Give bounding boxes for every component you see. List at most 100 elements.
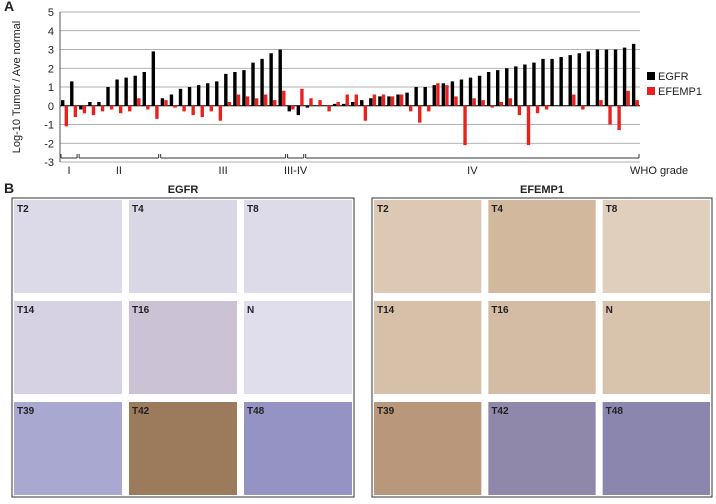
bar: [160, 98, 165, 106]
bar: [327, 105, 331, 112]
micrograph: [244, 402, 352, 495]
bar: [300, 88, 304, 106]
tile-label: T14: [17, 305, 35, 316]
micrograph: [14, 200, 122, 293]
bar: [541, 58, 545, 106]
micrograph: [129, 402, 237, 495]
bar: [251, 62, 255, 106]
bar: [151, 51, 156, 106]
bar: [79, 105, 83, 110]
bar: [227, 102, 232, 106]
panel-label: A: [4, 0, 14, 14]
bar: [486, 72, 491, 106]
bar: [273, 100, 277, 106]
bar: [88, 102, 92, 106]
bar: [70, 81, 74, 106]
bar: [196, 85, 201, 106]
bar: [604, 49, 609, 106]
micrograph: [14, 402, 122, 495]
bar: [97, 102, 101, 106]
y-tick-label: 1: [48, 82, 54, 94]
bar: [169, 94, 174, 106]
bar: [635, 100, 639, 106]
bar: [309, 98, 313, 106]
bar: [354, 94, 358, 106]
micrograph: [374, 301, 482, 394]
bar: [414, 87, 418, 106]
bar: [61, 100, 65, 106]
bar: [155, 105, 159, 119]
bar: [106, 87, 110, 106]
bar: [441, 83, 446, 106]
bar: [236, 94, 241, 106]
tile-label: N: [606, 305, 613, 316]
bar: [215, 81, 219, 106]
legend-label: EGFR: [658, 71, 689, 83]
panel-title: EGFR: [168, 184, 199, 196]
bar: [209, 105, 213, 112]
bar: [109, 105, 114, 110]
micrograph: [374, 402, 482, 495]
bar: [100, 105, 105, 112]
bar: [128, 105, 132, 112]
bar: [499, 102, 503, 106]
bar: [517, 105, 522, 116]
bar: [233, 72, 237, 106]
bar: [173, 105, 177, 108]
bar: [526, 105, 531, 146]
tile-label: T48: [247, 406, 265, 417]
bar: [332, 103, 337, 106]
bar: [260, 58, 264, 106]
micrograph: [488, 301, 596, 394]
bar: [463, 105, 467, 146]
bar: [351, 102, 355, 106]
group-label: I: [68, 165, 71, 177]
bar: [468, 77, 473, 106]
tile-label: T4: [132, 204, 144, 215]
panel-label: B: [4, 180, 14, 196]
bar: [481, 100, 485, 106]
bar: [559, 57, 563, 106]
bar: [535, 105, 540, 114]
bar: [532, 62, 536, 106]
bar: [200, 105, 204, 117]
legend-swatch: [647, 87, 655, 95]
bar: [191, 105, 195, 116]
bar: [91, 105, 96, 116]
micrograph: [602, 402, 710, 495]
bar: [263, 94, 268, 106]
bar: [64, 105, 68, 127]
micrograph: [488, 200, 596, 293]
tile-label: T42: [491, 406, 509, 417]
bar: [164, 100, 168, 106]
bar: [133, 75, 137, 106]
bar: [472, 98, 476, 106]
bar: [242, 70, 246, 106]
bar: [459, 79, 464, 106]
bar: [245, 96, 250, 106]
bar: [146, 105, 150, 110]
bar: [224, 73, 228, 106]
y-tick-label: -2: [44, 138, 54, 150]
micrograph: [602, 301, 710, 394]
bar: [118, 105, 123, 114]
bar: [626, 90, 630, 106]
y-tick-label: 2: [48, 63, 54, 75]
bar: [278, 49, 282, 106]
tile-label: T48: [606, 406, 624, 417]
bar: [378, 96, 382, 106]
bar: [142, 72, 146, 106]
tile-label: T42: [132, 406, 150, 417]
bar: [254, 98, 259, 106]
bar: [82, 105, 87, 114]
bar: [363, 105, 368, 121]
bar: [418, 105, 422, 123]
bar: [490, 105, 494, 108]
legend-swatch: [647, 72, 655, 80]
bar: [432, 85, 436, 106]
bar: [445, 85, 449, 106]
bar: [423, 87, 427, 106]
bar: [206, 83, 210, 106]
bar: [427, 105, 431, 112]
bar: [617, 105, 621, 131]
